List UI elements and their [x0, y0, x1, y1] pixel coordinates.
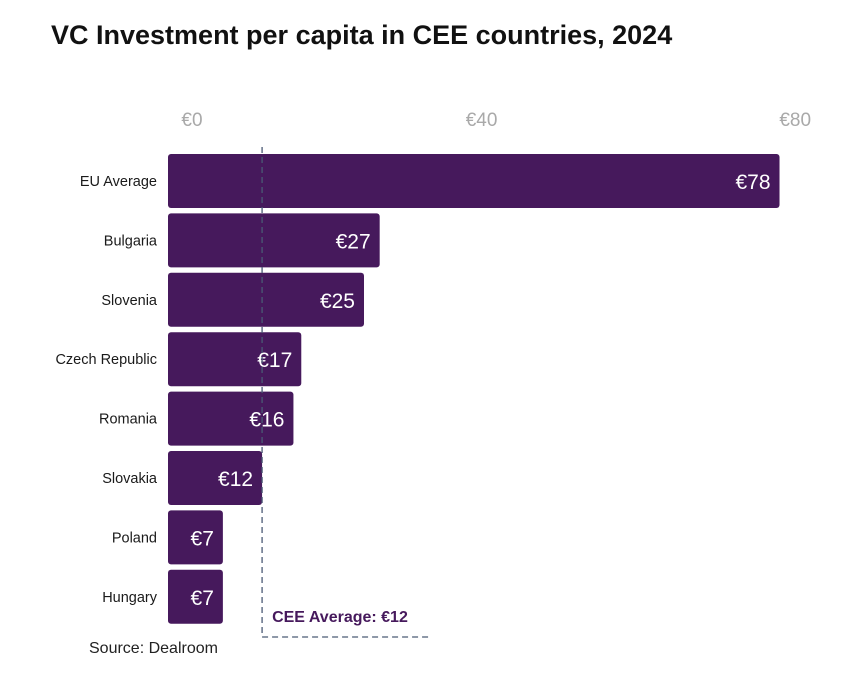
bar-value-label: €12 [218, 468, 253, 491]
category-label: EU Average [80, 174, 157, 190]
bar [168, 510, 223, 565]
bar [168, 451, 263, 505]
x-tick-label: €0 [181, 110, 202, 131]
bar [168, 213, 380, 268]
value-labels: €78 €27 €25 €17 €16 €12 €7 €7 [191, 171, 771, 610]
x-axis-ticks: €0 €40 €80 [181, 110, 811, 131]
bars [168, 154, 780, 624]
x-tick-label: €40 [466, 110, 498, 131]
bar-value-label: €7 [191, 587, 214, 610]
category-labels: EU Average Bulgaria Slovenia Czech Republic… [55, 174, 157, 606]
category-label: Slovenia [101, 293, 158, 309]
bar-value-label: €78 [735, 171, 770, 194]
category-label: Slovakia [102, 471, 158, 487]
category-label: Poland [112, 530, 157, 546]
category-label: Bulgaria [104, 233, 158, 249]
bar-value-label: €25 [320, 290, 355, 313]
bar-value-label: €17 [257, 349, 292, 372]
source-note: Source: Dealroom [89, 640, 218, 657]
bar [168, 154, 780, 208]
x-tick-label: €80 [779, 110, 811, 131]
category-label: Czech Republic [55, 352, 157, 368]
bar-value-label: €27 [336, 230, 371, 253]
chart-title: VC Investment per capita in CEE countrie… [51, 20, 672, 50]
average-label: CEE Average: €12 [272, 609, 408, 626]
category-label: Romania [99, 412, 158, 428]
cee-average-reference: CEE Average: €12 [261, 147, 430, 638]
bar [168, 272, 364, 327]
category-label: Hungary [102, 590, 158, 606]
bar [168, 332, 302, 387]
bar-value-label: €16 [249, 409, 284, 432]
bar [168, 569, 223, 624]
bar-value-label: €7 [191, 527, 214, 550]
